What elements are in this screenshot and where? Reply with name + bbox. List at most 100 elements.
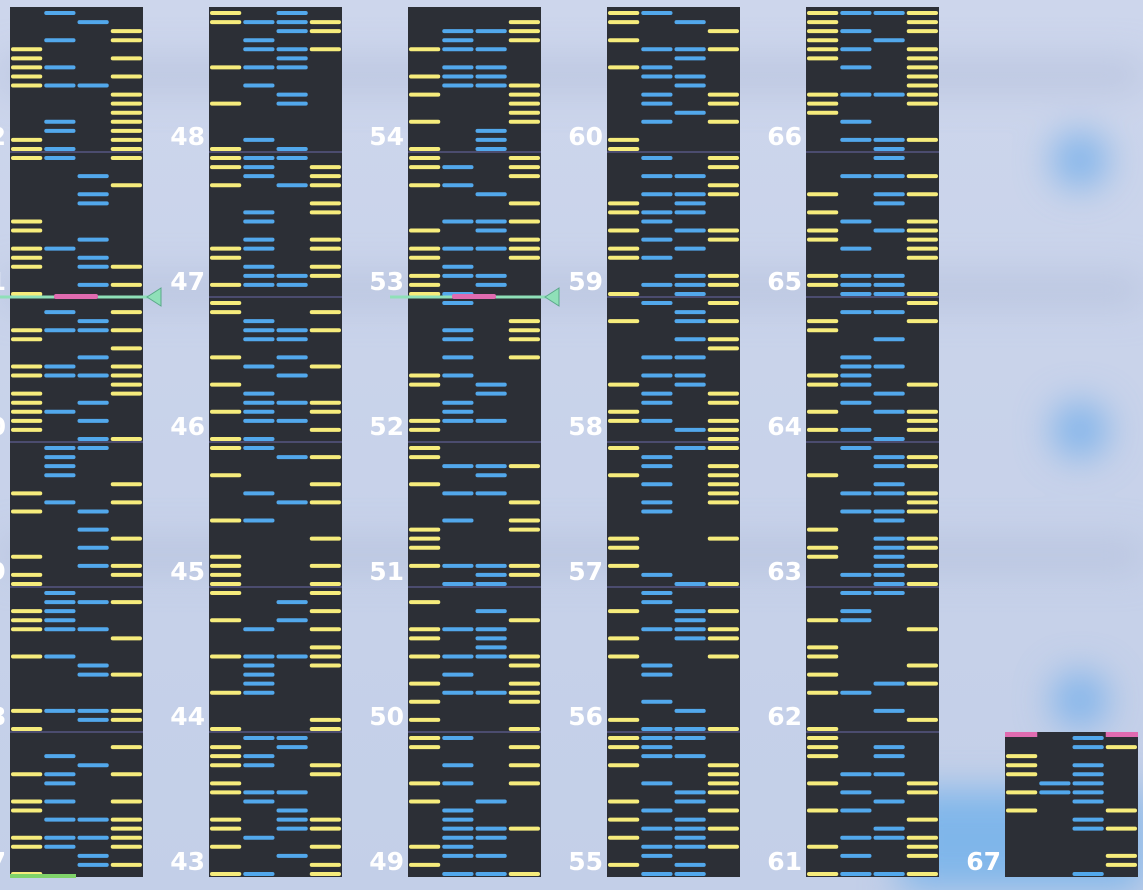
note-blue <box>77 763 109 768</box>
note-blue <box>77 20 109 25</box>
note-blue <box>674 382 706 387</box>
note-blue <box>44 772 76 777</box>
measure-number: 43 <box>170 847 205 876</box>
note-blue <box>674 581 706 586</box>
note-blue <box>840 11 872 15</box>
note-yellow <box>508 201 540 206</box>
top-marker <box>1005 732 1038 737</box>
note-blue <box>674 74 706 79</box>
note-blue <box>276 282 308 287</box>
note-yellow <box>210 156 242 160</box>
note-blue <box>674 427 706 432</box>
note-yellow <box>707 446 739 450</box>
note-blue <box>873 436 905 441</box>
note-yellow <box>608 536 640 541</box>
note-yellow <box>906 101 938 106</box>
note-yellow <box>210 790 242 795</box>
note-yellow <box>210 690 242 695</box>
note-blue <box>44 364 76 369</box>
note-blue <box>641 119 673 124</box>
note-blue <box>442 183 474 188</box>
note-yellow <box>210 554 242 559</box>
note-yellow <box>110 183 142 188</box>
note-blue <box>475 382 507 387</box>
note-blue <box>840 137 872 142</box>
note-blue <box>243 174 275 179</box>
note-yellow <box>309 246 341 251</box>
note-blue <box>873 871 905 876</box>
note-yellow <box>608 20 640 25</box>
note-yellow <box>707 500 739 505</box>
note-yellow <box>210 844 242 849</box>
note-blue <box>674 736 706 740</box>
note-yellow <box>309 500 341 505</box>
note-blue <box>475 871 507 876</box>
note-blue <box>276 654 308 659</box>
note-yellow <box>309 47 341 52</box>
note-blue <box>840 364 872 369</box>
note-yellow <box>11 391 43 396</box>
note-yellow <box>210 781 242 786</box>
note-blue <box>641 464 673 469</box>
playhead-center <box>54 294 98 299</box>
measure-number: 51 <box>369 557 404 586</box>
note-blue <box>442 165 474 170</box>
note-yellow <box>508 119 540 124</box>
note-blue <box>442 328 474 333</box>
note-blue <box>243 409 275 414</box>
note-yellow <box>210 754 242 759</box>
note-blue <box>840 572 872 577</box>
measure-number: 61 <box>767 847 802 876</box>
note-blue <box>442 464 474 469</box>
note-yellow <box>309 427 341 432</box>
note-yellow <box>110 817 142 822</box>
note-blue <box>243 799 275 804</box>
note-blue <box>243 282 275 287</box>
note-blue <box>44 328 76 333</box>
measure-number: 53 <box>369 267 404 296</box>
note-blue <box>243 763 275 768</box>
note-yellow <box>508 618 540 623</box>
note-yellow <box>11 364 43 369</box>
note-blue <box>276 273 308 278</box>
note-blue <box>44 11 76 15</box>
note-yellow <box>210 817 242 822</box>
note-blue <box>641 101 673 106</box>
note-yellow <box>807 781 839 786</box>
note-yellow <box>508 699 540 704</box>
note-yellow <box>906 418 938 423</box>
note-yellow <box>110 156 142 160</box>
note-blue <box>1072 817 1104 822</box>
note-yellow <box>906 464 938 469</box>
note-blue <box>243 654 275 659</box>
note-blue <box>873 518 905 523</box>
note-blue <box>641 826 673 831</box>
note-yellow <box>309 663 341 668</box>
note-yellow <box>210 282 242 287</box>
note-yellow <box>110 364 142 369</box>
note-blue <box>641 663 673 668</box>
note-yellow <box>110 500 142 505</box>
note-yellow <box>110 328 142 333</box>
note-yellow <box>11 581 43 586</box>
note-blue <box>873 38 905 43</box>
note-blue <box>276 808 308 813</box>
note-blue <box>243 400 275 405</box>
note-blue <box>674 373 706 378</box>
note-yellow <box>906 509 938 514</box>
note-yellow <box>409 183 441 188</box>
note-blue <box>243 790 275 795</box>
note-yellow <box>707 609 739 614</box>
note-blue <box>873 11 905 15</box>
note-yellow <box>508 781 540 786</box>
note-yellow <box>707 473 739 478</box>
note-yellow <box>11 808 43 813</box>
note-blue <box>77 282 109 287</box>
note-yellow <box>1105 745 1137 750</box>
note-yellow <box>210 310 242 315</box>
note-yellow <box>409 74 441 79</box>
note-yellow <box>409 156 441 160</box>
note-yellow <box>210 726 242 731</box>
note-blue <box>442 581 474 586</box>
note-blue <box>442 38 474 43</box>
